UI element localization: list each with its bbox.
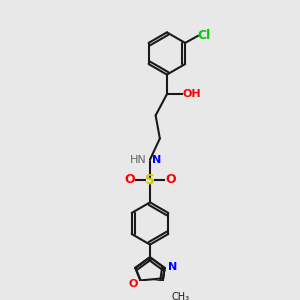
Text: N: N [168, 262, 177, 272]
Text: HN: HN [130, 154, 147, 165]
Text: Cl: Cl [198, 29, 211, 42]
Text: O: O [124, 173, 134, 186]
Text: O: O [129, 279, 138, 289]
Text: CH₃: CH₃ [172, 292, 190, 300]
Text: N: N [152, 154, 161, 165]
Text: OH: OH [183, 89, 202, 99]
Text: O: O [166, 173, 176, 186]
Text: S: S [145, 173, 155, 187]
